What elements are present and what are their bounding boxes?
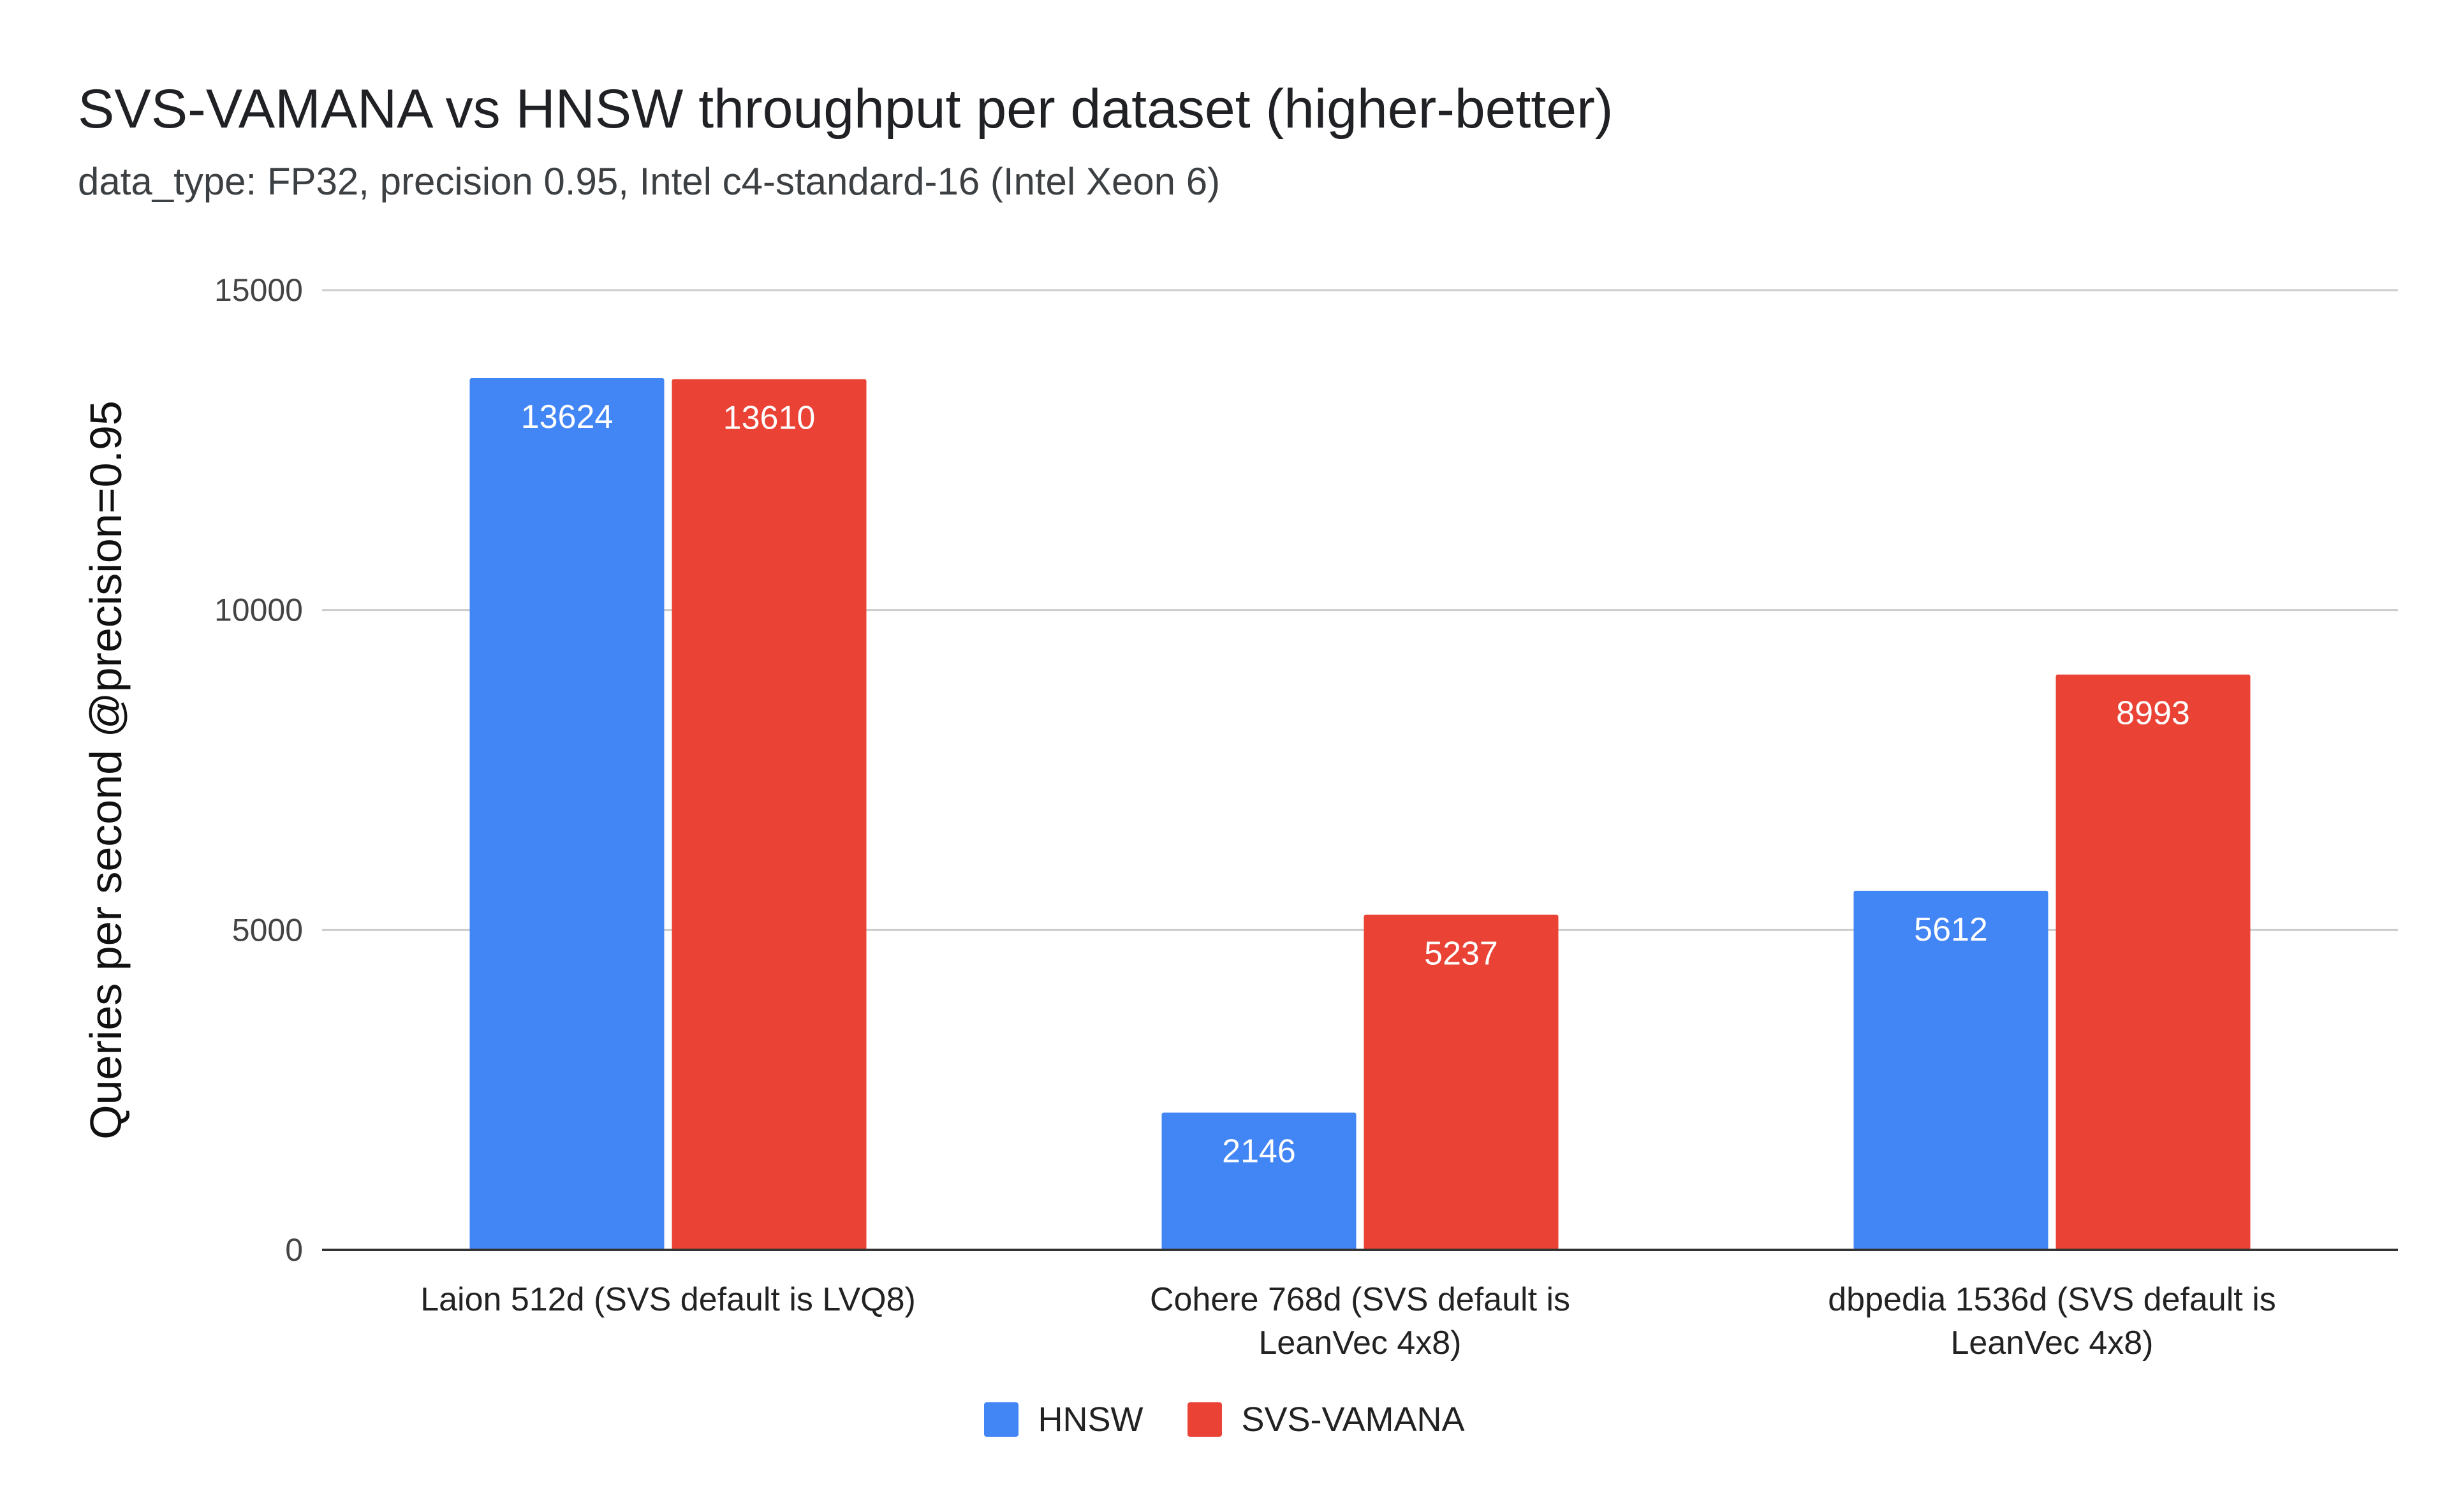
y-tick-label: 5000 — [232, 912, 303, 948]
data-label: 5612 — [1914, 911, 1988, 948]
data-label: 13610 — [723, 399, 816, 436]
legend-label: HNSW — [1038, 1400, 1144, 1439]
legend-swatch — [984, 1402, 1019, 1437]
legend-item: HNSW — [984, 1400, 1143, 1439]
data-label: 8993 — [2116, 695, 2190, 732]
y-tick-label: 10000 — [214, 592, 303, 628]
y-axis-label: Queries per second @precision=0.95 — [81, 400, 131, 1140]
bar — [1364, 914, 1559, 1250]
legend-item: SVS-VAMANA — [1188, 1400, 1465, 1439]
gridlines — [322, 289, 2398, 931]
labels: 0 5000 10000 15000 13624 13610 Laion 512d (SVS… — [81, 272, 2276, 1362]
x-tick-label: Cohere 768d (SVS default is LeanVec 4x8) — [1150, 1281, 1570, 1362]
y-tick-label: 0 — [285, 1232, 303, 1268]
legend-swatch — [1188, 1402, 1223, 1437]
chart-subtitle: data_type: FP32, precision 0.95, Intel c… — [78, 160, 1221, 203]
legend: HNSW SVS-VAMANA — [0, 1400, 2449, 1439]
x-tick-label: dbpedia 1536d (SVS default is LeanVec 4x8… — [1828, 1281, 2276, 1362]
y-tick-label: 15000 — [214, 272, 303, 308]
bar — [1161, 1112, 1357, 1250]
data-label: 5237 — [1424, 936, 1498, 973]
data-label: 13624 — [521, 399, 614, 436]
bar — [1853, 890, 2048, 1250]
data-label: 2146 — [1222, 1133, 1296, 1170]
bars — [469, 378, 2251, 1251]
legend-label: SVS-VAMANA — [1241, 1400, 1465, 1439]
bar — [2056, 674, 2251, 1250]
x-tick-label: Laion 512d (SVS default is LVQ8) — [420, 1281, 916, 1318]
bar — [469, 378, 665, 1251]
chart-title: SVS-VAMANA vs HNSW throughput per datase… — [78, 78, 1614, 140]
bar — [672, 379, 867, 1250]
